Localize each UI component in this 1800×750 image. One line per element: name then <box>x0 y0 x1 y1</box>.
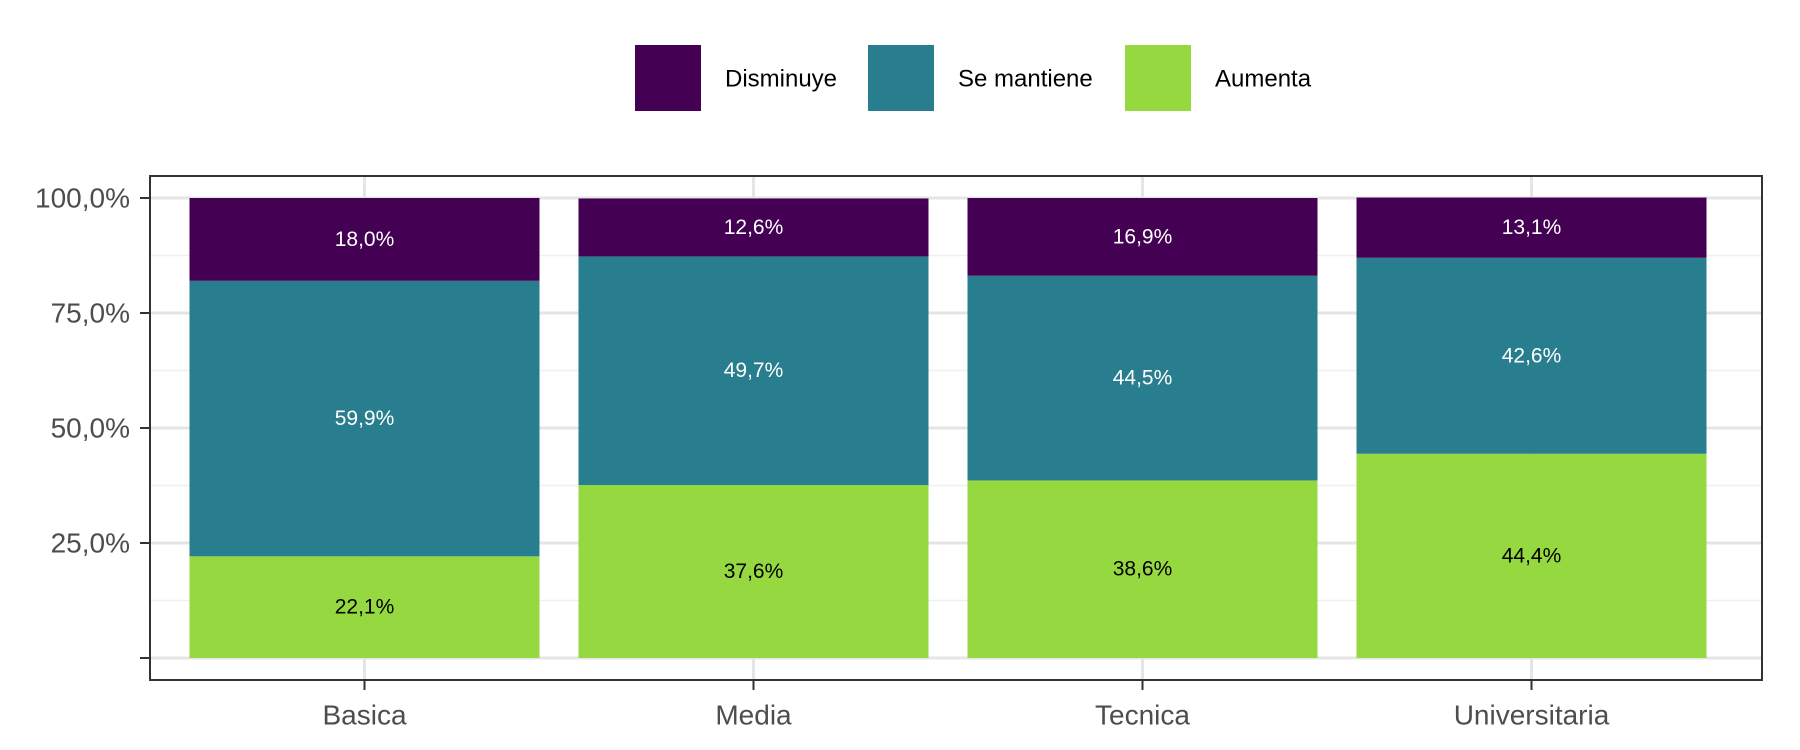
data-label-universitaria-disminuye: 13,1% <box>1502 216 1562 239</box>
y-tick-label: 25,0% <box>51 528 130 559</box>
x-tick-label-basica: Basica <box>322 700 406 731</box>
data-label-universitaria-aumenta: 44,4% <box>1502 544 1562 567</box>
x-axis: Basica Media Tecnica Universitaria <box>322 680 1610 731</box>
bar-labels: 22,1% 59,9% 18,0% 37,6% 49,7% 12,6% 38,6% 44,5%… <box>335 216 1562 619</box>
bar-universitaria-aumenta <box>1356 453 1707 658</box>
legend-key-aumenta <box>1125 45 1191 111</box>
y-tick-label: 75,0% <box>51 298 130 329</box>
data-label-media-disminuye: 12,6% <box>724 216 784 239</box>
data-label-basica-aumenta: 22,1% <box>335 596 395 619</box>
bar-media-disminuye <box>578 198 929 257</box>
bar-universitaria-se-mantiene <box>1356 257 1707 454</box>
legend-key-se-mantiene <box>868 45 934 111</box>
bar-tecnica-se-mantiene <box>967 275 1318 481</box>
data-label-basica-se-mantiene: 59,9% <box>335 407 395 430</box>
data-label-basica-disminuye: 18,0% <box>335 228 395 251</box>
x-tick-label-tecnica: Tecnica <box>1095 700 1190 731</box>
x-tick-label-media: Media <box>715 700 792 731</box>
bar-tecnica-disminuye <box>967 198 1318 276</box>
data-label-tecnica-aumenta: 38,6% <box>1113 558 1173 581</box>
bar-basica-disminuye <box>189 198 540 281</box>
legend-label-se-mantiene: Se mantiene <box>958 66 1093 93</box>
data-label-tecnica-disminuye: 16,9% <box>1113 225 1173 248</box>
bars <box>189 197 1707 658</box>
bar-basica-se-mantiene <box>189 280 540 557</box>
legend: Disminuye Se mantiene Aumenta <box>635 45 1312 111</box>
x-tick-label-universitaria: Universitaria <box>1454 700 1610 731</box>
data-label-media-se-mantiene: 49,7% <box>724 359 784 382</box>
legend-label-aumenta: Aumenta <box>1215 66 1312 93</box>
bar-basica-aumenta <box>189 556 540 658</box>
bar-media-se-mantiene <box>578 256 929 486</box>
data-label-tecnica-se-mantiene: 44,5% <box>1113 367 1173 390</box>
bar-tecnica-aumenta <box>967 480 1318 658</box>
data-label-media-aumenta: 37,6% <box>724 560 784 583</box>
bar-universitaria-disminuye <box>1356 197 1707 258</box>
y-tick-label: 50,0% <box>51 413 130 444</box>
data-label-universitaria-se-mantiene: 42,6% <box>1502 344 1562 367</box>
y-axis: 25,0% 50,0% 75,0% 100,0% <box>35 183 150 659</box>
legend-key-disminuye <box>635 45 701 111</box>
legend-label-disminuye: Disminuye <box>725 66 837 93</box>
bar-media-aumenta <box>578 485 929 658</box>
y-tick-label: 100,0% <box>35 183 130 214</box>
